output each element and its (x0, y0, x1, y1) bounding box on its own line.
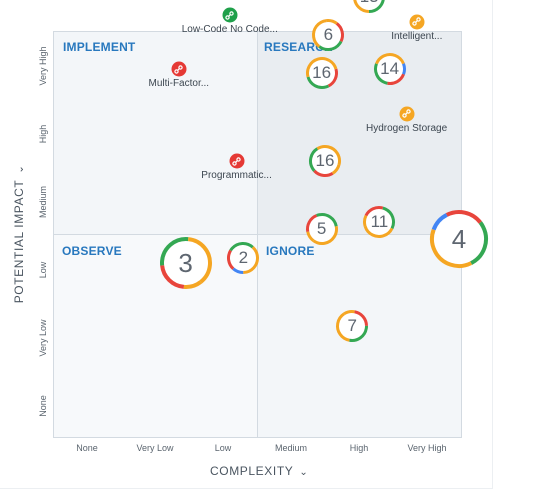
cluster-ring (305, 213, 338, 246)
item-pin[interactable] (399, 106, 415, 122)
y-level-high: High (38, 124, 48, 144)
item-label[interactable]: Intelligent... (391, 30, 443, 42)
y-axis-title: POTENTIAL IMPACT (12, 179, 26, 304)
cluster-ring (363, 206, 396, 239)
share-icon (412, 17, 421, 26)
cluster-bubble[interactable]: 3 (159, 236, 213, 290)
share-icon (174, 65, 183, 74)
item-pin[interactable] (229, 153, 245, 169)
cluster-count: 4 (451, 223, 467, 254)
y-axis-dropdown[interactable]: POTENTIAL IMPACT ⌄ (12, 165, 26, 304)
cluster-bubble[interactable]: 6 (311, 18, 345, 52)
cluster-ring (353, 0, 386, 13)
cluster-bubble[interactable]: 16 (308, 144, 342, 178)
cluster-bubble[interactable]: 13 (352, 0, 386, 14)
cluster-bubble[interactable]: 14 (373, 52, 407, 86)
x-level-high: High (349, 443, 369, 453)
cluster-count: 6 (323, 25, 334, 45)
cluster-count: 14 (380, 59, 400, 79)
cluster-count: 5 (316, 219, 327, 239)
cluster-ring (227, 241, 260, 274)
cluster-count: 7 (347, 315, 357, 335)
chevron-down-icon: ⌄ (299, 467, 309, 478)
x-axis-dropdown[interactable]: COMPLEXITY ⌄ (210, 464, 308, 478)
x-level-very-high: Very High (407, 443, 447, 453)
x-level-low: Low (214, 443, 232, 453)
item-label[interactable]: Low-Code No Code... (181, 24, 278, 35)
cluster-count: 2 (238, 247, 249, 267)
share-icon (402, 109, 411, 118)
x-level-none: None (76, 443, 98, 453)
share-icon (232, 156, 241, 166)
cluster-bubble[interactable]: 16 (305, 56, 339, 90)
cluster-bubble[interactable]: 7 (335, 309, 369, 343)
cluster-count: 11 (370, 212, 389, 232)
y-level-very-high: Very High (38, 46, 48, 86)
y-level-none: None (38, 395, 48, 417)
share-icon (225, 10, 234, 20)
quadrant-ignore-label: IGNORE (266, 244, 315, 258)
priority-matrix-card: IMPLEMENT RESEARCH OBSERVE IGNORE None V… (0, 0, 493, 489)
quadrant-implement-label: IMPLEMENT (63, 40, 136, 54)
cluster-count: 13 (352, 0, 386, 14)
cluster-bubble[interactable]: 4 (429, 209, 489, 269)
quadrant-observe[interactable]: OBSERVE (53, 234, 258, 438)
item-label[interactable]: Programmatic... (201, 170, 272, 182)
y-level-low: Low (38, 261, 48, 279)
item-pin[interactable] (222, 7, 238, 23)
cluster-bubble[interactable]: 5 (305, 212, 339, 246)
chevron-down-icon: ⌄ (15, 164, 26, 174)
item-label[interactable]: Multi-Factor... (148, 78, 210, 90)
y-level-very-low: Very Low (38, 319, 48, 357)
cluster-count: 16 (315, 151, 335, 171)
cluster-count: 16 (312, 62, 332, 82)
x-level-very-low: Very Low (136, 443, 174, 453)
quadrant-observe-label: OBSERVE (62, 244, 122, 258)
cluster-bubble[interactable]: 11 (362, 205, 396, 239)
cluster-ring (305, 56, 338, 89)
x-level-medium: Medium (274, 443, 308, 453)
cluster-ring (312, 19, 345, 52)
cluster-ring (159, 237, 212, 290)
x-axis-title: COMPLEXITY (210, 464, 294, 478)
cluster-ring (429, 210, 488, 269)
cluster-bubble[interactable]: 2 (226, 241, 260, 275)
cluster-ring (336, 309, 369, 342)
item-label[interactable]: Hydrogen Storage (366, 122, 448, 134)
cluster-ring (309, 145, 341, 178)
quadrant-implement[interactable]: IMPLEMENT (53, 31, 258, 235)
cluster-ring (373, 53, 406, 86)
y-level-medium: Medium (38, 185, 48, 219)
item-pin[interactable] (171, 61, 187, 77)
cluster-count: 3 (178, 247, 193, 278)
item-pin[interactable] (409, 14, 425, 30)
